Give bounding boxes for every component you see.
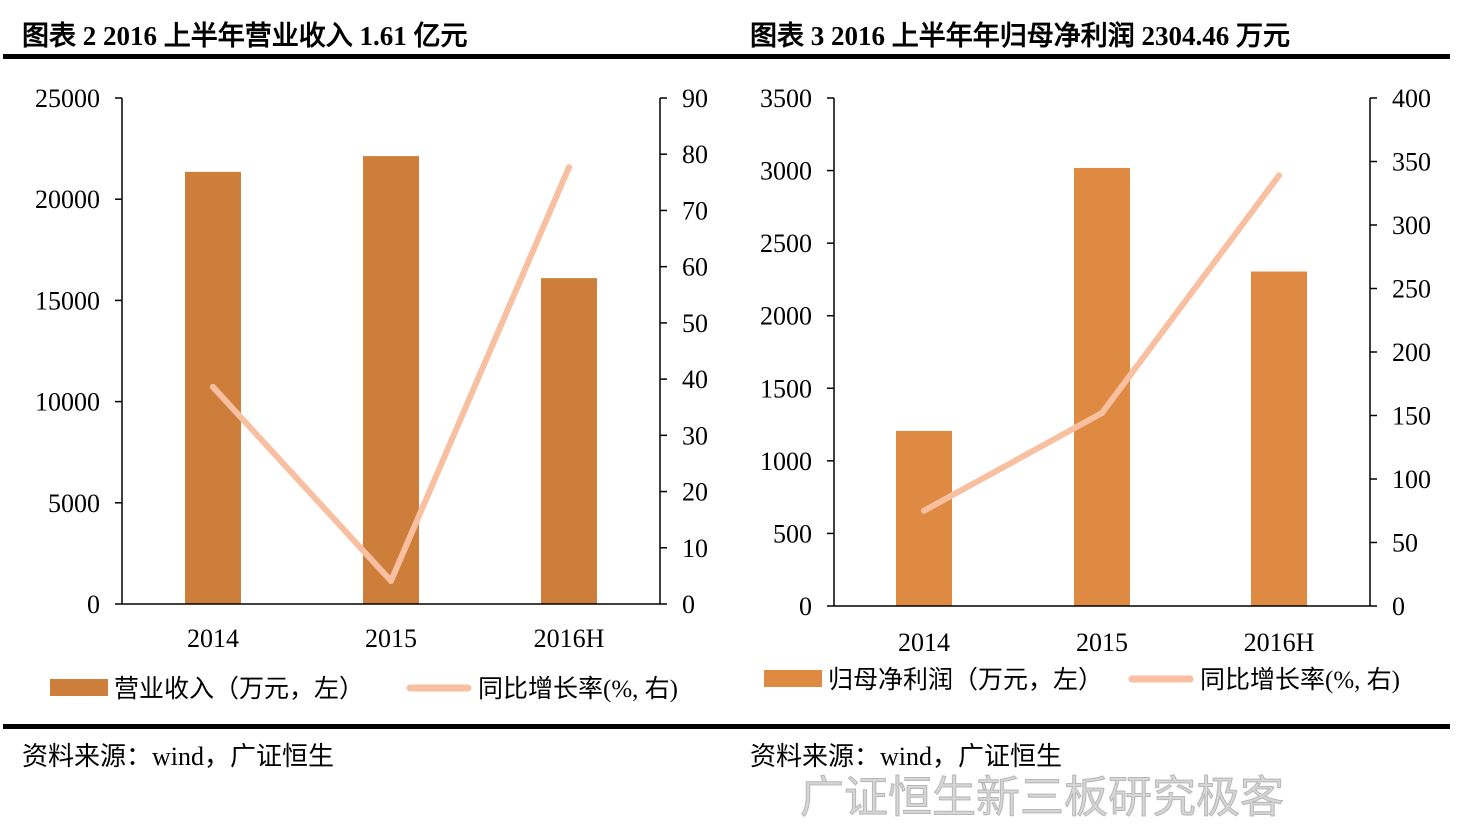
chart-1-right-tick-label: 300 bbox=[1392, 211, 1431, 240]
chart-1-bar-2014 bbox=[896, 430, 952, 606]
chart-0-left-tick-label: 25000 bbox=[35, 84, 100, 113]
chart-title-right: 图表 3 2016 上半年年归母净利润 2304.46 万元 bbox=[750, 21, 1290, 51]
chart-0-right-tick-label: 80 bbox=[682, 140, 708, 169]
chart-0-growth-point-2015 bbox=[388, 577, 394, 584]
chart-0-growth-point-2014 bbox=[210, 383, 216, 390]
chart-1-right-tick-label: 100 bbox=[1392, 465, 1431, 494]
chart-0-left-tick-label: 20000 bbox=[35, 185, 100, 214]
chart-1-right-tick-label: 200 bbox=[1392, 338, 1431, 367]
chart-1-category-label: 2016H bbox=[1244, 628, 1315, 657]
chart-0-right-tick-label: 70 bbox=[682, 196, 708, 225]
chart-1-left-tick-label: 1500 bbox=[760, 374, 812, 403]
chart-0-category-label: 2014 bbox=[187, 624, 239, 653]
chart-1-right-tick-label: 400 bbox=[1392, 84, 1431, 113]
chart-0-right-tick-label: 90 bbox=[682, 84, 708, 113]
chart-0-right-tick-label: 50 bbox=[682, 309, 708, 338]
chart-1-legend-line-label: 同比增长率(%, 右) bbox=[1200, 666, 1400, 694]
chart-1-category-label: 2014 bbox=[898, 628, 950, 657]
chart-1-legend-bar-label: 归母净利润（万元，左） bbox=[828, 666, 1103, 694]
chart-0-legend-bar-label: 营业收入（万元，左） bbox=[114, 675, 364, 703]
chart-0-right-tick-label: 40 bbox=[682, 365, 708, 394]
watermark: 广证恒生新三板研究极客 bbox=[800, 772, 1285, 824]
chart-1-right-tick-label: 0 bbox=[1392, 592, 1405, 621]
chart-0-bar-2016H bbox=[541, 278, 597, 604]
chart-1-left-tick-label: 2000 bbox=[760, 302, 812, 331]
chart-0-right-tick-label: 10 bbox=[682, 534, 708, 563]
chart-1-right-tick-label: 50 bbox=[1392, 529, 1418, 558]
chart-1-right-tick-label: 150 bbox=[1392, 402, 1431, 431]
chart-1-left-tick-label: 0 bbox=[799, 592, 812, 621]
source-right: 资料来源：wind，广证恒生 bbox=[750, 742, 1063, 771]
chart-0-category-label: 2015 bbox=[365, 624, 417, 653]
source-left: 资料来源：wind，广证恒生 bbox=[22, 742, 335, 771]
chart-1-growth-point-2016H bbox=[1276, 172, 1282, 179]
chart-0-right-tick-label: 30 bbox=[682, 421, 708, 450]
chart-1-growth-point-2015 bbox=[1099, 409, 1105, 416]
chart-1-growth-point-2014 bbox=[921, 507, 927, 514]
chart-0-right-tick-label: 60 bbox=[682, 253, 708, 282]
bottom-divider bbox=[3, 724, 1450, 729]
chart-1-right-tick-label: 250 bbox=[1392, 275, 1431, 304]
chart-0-left-tick-label: 15000 bbox=[35, 286, 100, 315]
chart-1-bar-2016H bbox=[1251, 271, 1307, 606]
chart-0-left-tick-label: 0 bbox=[87, 590, 100, 619]
chart-1-left-tick-label: 3000 bbox=[760, 157, 812, 186]
chart-0-right-tick-label: 0 bbox=[682, 590, 695, 619]
chart-0-left-tick-label: 10000 bbox=[35, 388, 100, 417]
top-divider bbox=[3, 54, 1450, 59]
chart-1-category-label: 2015 bbox=[1076, 628, 1128, 657]
chart-1-left-tick-label: 3500 bbox=[760, 84, 812, 113]
chart-title-left: 图表 2 2016 上半年营业收入 1.61 亿元 bbox=[22, 21, 468, 51]
chart-1-left-tick-label: 500 bbox=[773, 519, 812, 548]
chart-1-left-tick-label: 1000 bbox=[760, 447, 812, 476]
chart-0-left-tick-label: 5000 bbox=[48, 489, 100, 518]
chart-0-legend-bar-swatch bbox=[50, 679, 108, 696]
chart-0-right-tick-label: 20 bbox=[682, 478, 708, 507]
chart-1-right-tick-label: 350 bbox=[1392, 148, 1431, 177]
chart-0-growth-point-2016H bbox=[566, 164, 572, 171]
chart-1-left-tick-label: 2500 bbox=[760, 229, 812, 258]
chart-0-bar-2015 bbox=[363, 156, 419, 604]
chart-0-legend-line-label: 同比增长率(%, 右) bbox=[478, 675, 678, 703]
chart-1-legend-bar-swatch bbox=[764, 670, 822, 687]
chart-0-category-label: 2016H bbox=[534, 624, 605, 653]
